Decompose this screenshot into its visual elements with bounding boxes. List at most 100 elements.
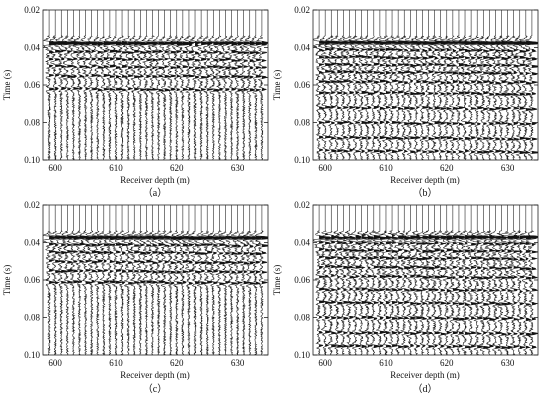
panel-c: 0.02 0.04 0.06 0.08 0.10 600 610 620 630 Time (…: [2, 200, 269, 395]
y-axis: 0.02 0.04 0.06 0.08 0.10: [24, 5, 268, 165]
trace-line: [96, 205, 112, 355]
trace-fill: [109, 236, 117, 338]
trace-line: [108, 205, 124, 355]
trace-fill: [140, 231, 147, 335]
trace-line: [398, 10, 412, 160]
traces: [313, 10, 538, 160]
trace-fill: [128, 36, 135, 126]
trace-line: [342, 205, 357, 355]
trace-line: [318, 205, 333, 355]
trace-line: [458, 205, 473, 355]
trace-fill: [170, 41, 178, 153]
trace-line: [398, 205, 412, 355]
trace-line: [231, 10, 245, 160]
trace-line: [313, 10, 326, 160]
trace-line: [403, 205, 418, 355]
trace-line: [84, 205, 99, 355]
trace-line: [512, 10, 527, 160]
trace-line: [506, 10, 521, 160]
trace-line: [157, 205, 173, 355]
trace-line: [452, 205, 467, 355]
trace-fill: [331, 235, 338, 348]
trace-fill: [489, 235, 496, 348]
trace-line: [409, 10, 424, 160]
y-tick-label: 0.08: [294, 118, 310, 128]
trace-fill: [416, 234, 423, 348]
trace-line: [433, 205, 449, 355]
x-tick-label: 600: [48, 358, 62, 368]
trace-line: [72, 10, 87, 160]
trace-line: [330, 205, 345, 355]
y-tick-label: 0.02: [24, 5, 40, 15]
trace-fill: [404, 235, 411, 348]
trace-line: [458, 10, 472, 160]
trace-line: [66, 205, 81, 355]
x-tick-label: 620: [170, 163, 184, 173]
traces: [43, 205, 268, 355]
y-tick-label: 0.10: [294, 350, 310, 360]
trace-fill: [49, 41, 56, 148]
trace-line: [500, 10, 515, 160]
trace-line: [181, 205, 196, 355]
trace-line: [144, 205, 160, 355]
y-tick-label: 0.04: [24, 43, 40, 53]
trace-line: [317, 10, 333, 160]
trace-fill: [249, 41, 257, 150]
trace-line: [188, 205, 203, 355]
trace-fill: [410, 235, 417, 352]
trace-fill: [355, 235, 363, 348]
y-tick-label: 0.04: [294, 238, 310, 248]
trace-line: [470, 205, 485, 355]
trace-fill: [392, 235, 399, 347]
trace-line: [380, 205, 394, 355]
y-tick-label: 0.08: [24, 313, 40, 323]
x-tick-label: 610: [379, 163, 393, 173]
trace-line: [201, 10, 215, 160]
panel-label: （c）: [143, 383, 167, 395]
trace-line: [103, 205, 118, 355]
trace-line: [110, 10, 124, 160]
trace-fill: [385, 41, 393, 160]
trace-fill: [176, 236, 184, 324]
trace-fill: [446, 235, 454, 348]
trace-line: [427, 10, 442, 160]
trace-line: [404, 10, 418, 160]
trace-line: [490, 10, 503, 160]
x-tick-label: 630: [231, 358, 245, 368]
trace-line: [366, 10, 382, 160]
trace-line: [127, 205, 142, 355]
trace-line: [139, 205, 154, 355]
trace-line: [476, 10, 491, 160]
trace-fill: [67, 235, 74, 323]
trace-fill: [331, 41, 338, 152]
y-tick-label: 0.08: [294, 313, 310, 323]
trace-fill: [61, 236, 68, 340]
trace-line: [525, 205, 538, 355]
trace-line: [225, 205, 239, 355]
trace-line: [520, 205, 533, 355]
y-tick-label: 0.10: [24, 350, 40, 360]
trace-fill: [428, 235, 436, 348]
y-tick-label: 0.02: [294, 200, 310, 210]
trace-line: [146, 10, 160, 160]
trace-line: [342, 10, 357, 160]
panel-b: 0.02 0.04 0.06 0.08 0.10 600 610 620 630 Time (…: [272, 5, 539, 199]
trace-fill: [422, 235, 430, 348]
trace-fill: [176, 41, 184, 134]
trace-line: [239, 10, 252, 160]
trace-line: [236, 205, 251, 355]
trace-fill: [213, 41, 220, 153]
trace-line: [138, 10, 154, 160]
trace-line: [43, 205, 57, 355]
trace-line: [53, 10, 69, 160]
trace-fill: [67, 41, 74, 131]
trace-line: [494, 205, 510, 355]
trace-line: [441, 205, 455, 355]
x-axis: 600 610 620 630: [318, 156, 515, 173]
trace-fill: [188, 41, 196, 152]
x-tick-label: 600: [48, 163, 62, 173]
trace-line: [248, 205, 263, 355]
trace-line: [524, 10, 538, 160]
trace-line: [313, 205, 327, 355]
y-tick-label: 0.06: [294, 275, 310, 285]
